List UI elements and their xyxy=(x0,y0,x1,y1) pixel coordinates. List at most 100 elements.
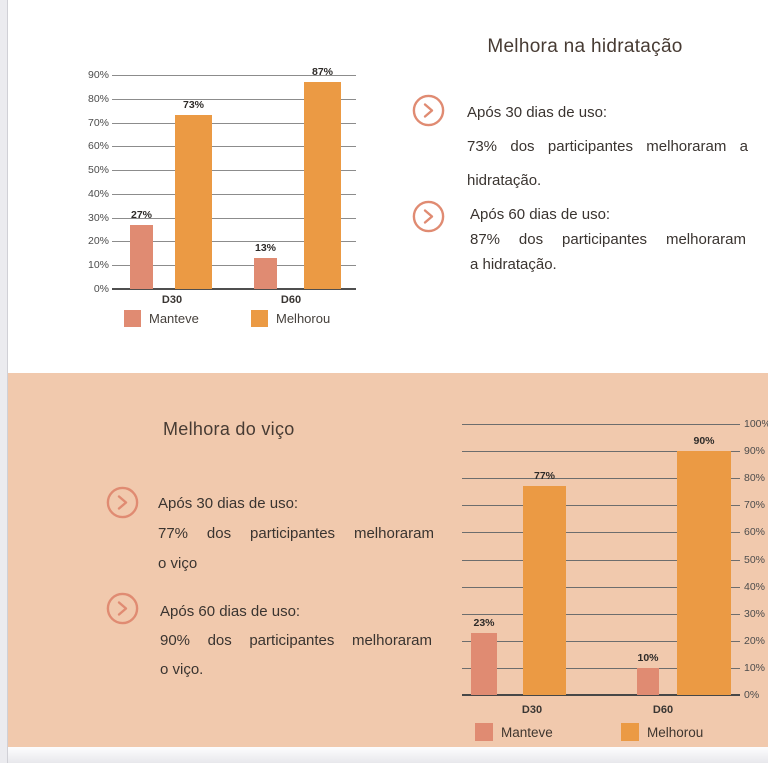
gridline xyxy=(462,505,740,507)
gridline xyxy=(112,75,356,76)
gridline xyxy=(462,532,740,534)
bullet-line: hidratação. xyxy=(467,172,542,189)
legend-item-melhorou: Melhorou xyxy=(621,723,703,741)
legend-label-manteve: Manteve xyxy=(501,724,553,740)
axis-tick-label: 20% xyxy=(744,634,766,647)
bar-manteve-d60 xyxy=(254,258,277,289)
bullet-line: o viço. xyxy=(160,661,204,678)
category-label: D60 xyxy=(652,704,674,716)
bullet-line: 90% dos participantes melhoraram xyxy=(160,632,432,649)
gridline xyxy=(462,559,740,561)
axis-tick-label: 70% xyxy=(87,116,109,129)
bullet-line: o viço xyxy=(158,555,198,572)
viewer-bottom-edge xyxy=(7,747,768,763)
legend-label-melhorou: Melhorou xyxy=(647,724,704,740)
axis-tick-label: 20% xyxy=(87,235,109,248)
axis-tick-label: 100% xyxy=(744,418,768,430)
axis-tick-label: 10% xyxy=(87,259,109,272)
hydration-section: Manteve Melhorou 0% 10% 20% 30% 40% 50% 60% 70%… xyxy=(0,0,768,373)
vigor-section: Melhora do viço Após 30 dias de uso: 77%… xyxy=(0,373,768,747)
hydration-bullet-2: Após 60 dias de uso: 87% dos participant… xyxy=(470,202,746,277)
bar-manteve-d30 xyxy=(130,224,153,289)
legend-item-manteve: Manteve xyxy=(124,310,199,327)
gridline xyxy=(462,640,740,642)
legend-item-melhorou: Melhorou xyxy=(251,310,330,327)
axis-tick-label: 90% xyxy=(87,69,109,81)
gridline xyxy=(112,265,356,267)
bullet-line: 87% dos participantes melhoraram xyxy=(470,231,746,248)
gridline xyxy=(112,98,356,100)
bar-manteve-d60 xyxy=(637,667,659,695)
gridline xyxy=(112,217,356,219)
vigor-bullet-1: Após 30 dias de uso: 77% dos participant… xyxy=(158,489,434,579)
chevron-right-circle-icon xyxy=(412,94,445,127)
axis-tick-label: 0% xyxy=(744,689,760,701)
axis-tick-label: 60% xyxy=(87,140,109,153)
axis-tick-label: 80% xyxy=(87,92,109,105)
legend-item-manteve: Manteve xyxy=(475,723,553,741)
axis-tick-label: 70% xyxy=(744,499,766,512)
bullet-heading: Após 30 dias de uso: xyxy=(158,495,299,512)
manteve-swatch-icon xyxy=(475,723,493,741)
gridline xyxy=(112,170,356,172)
gridline xyxy=(462,613,740,615)
hydration-title: Melhora na hidratação xyxy=(487,36,683,57)
hydration-bullet-1: Após 30 dias de uso: 73% dos participant… xyxy=(467,96,748,198)
manteve-swatch-icon xyxy=(124,310,141,327)
viewer-left-gutter xyxy=(0,0,8,763)
gridline xyxy=(462,694,740,696)
bar-manteve-d30 xyxy=(471,632,497,695)
bar-value-label: 27% xyxy=(130,208,152,221)
axis-tick-label: 50% xyxy=(87,164,109,177)
category-label: D30 xyxy=(521,704,543,716)
category-label: D60 xyxy=(280,294,302,306)
melhorou-swatch-icon xyxy=(251,310,268,327)
gridline xyxy=(462,451,740,453)
bar-value-label: 10% xyxy=(637,651,659,664)
bar-melhorou-d60 xyxy=(677,451,731,695)
gridline xyxy=(112,122,356,124)
gridline xyxy=(112,193,356,195)
legend-label-melhorou: Melhorou xyxy=(276,311,331,326)
chevron-right-circle-icon xyxy=(106,486,139,519)
axis-tick-label: 50% xyxy=(744,553,766,566)
bullet-heading: Após 60 dias de uso: xyxy=(160,603,301,620)
bar-value-label: 87% xyxy=(311,66,333,79)
axis-tick-label: 30% xyxy=(87,211,109,224)
vigor-bar-chart: Manteve Melhorou 0% 10% 20% 30% 40% 50% 60% 70%… xyxy=(455,415,768,750)
category-label: D30 xyxy=(161,294,183,306)
bar-melhorou-d30 xyxy=(175,115,212,289)
bullet-line: 77% dos participantes melhoraram xyxy=(158,525,434,542)
vigor-bullet-2: Após 60 dias de uso: 90% dos participant… xyxy=(160,597,432,684)
bar-value-label: 23% xyxy=(473,616,495,629)
gridline xyxy=(112,288,356,290)
melhorou-swatch-icon xyxy=(621,723,639,741)
gridline xyxy=(112,146,356,148)
bullet-heading: Após 60 dias de uso: xyxy=(470,206,611,223)
vigor-title: Melhora do viço xyxy=(163,419,295,439)
bullet-line: 73% dos participantes melhoraram a xyxy=(467,138,748,155)
chevron-right-circle-icon xyxy=(106,592,139,625)
bar-value-label: 73% xyxy=(182,99,204,112)
axis-tick-label: 10% xyxy=(744,661,766,674)
axis-tick-label: 40% xyxy=(87,187,109,200)
gridline xyxy=(112,241,356,243)
gridline xyxy=(462,667,740,669)
axis-tick-label: 90% xyxy=(744,445,766,458)
bar-value-label: 90% xyxy=(693,435,715,448)
axis-tick-label: 80% xyxy=(744,472,766,485)
axis-tick-label: 30% xyxy=(744,607,766,620)
chevron-right-circle-icon xyxy=(412,200,445,233)
axis-tick-label: 60% xyxy=(744,526,766,539)
bar-melhorou-d60 xyxy=(304,82,341,289)
gridline xyxy=(462,478,740,480)
axis-tick-label: 40% xyxy=(744,580,766,593)
gridline xyxy=(462,586,740,588)
legend-label-manteve: Manteve xyxy=(149,311,199,326)
bar-melhorou-d30 xyxy=(523,486,566,695)
bullet-heading: Após 30 dias de uso: xyxy=(467,104,608,121)
bullet-line: a hidratação. xyxy=(470,256,557,273)
bar-value-label: 13% xyxy=(254,242,276,255)
axis-tick-label: 0% xyxy=(93,283,109,295)
